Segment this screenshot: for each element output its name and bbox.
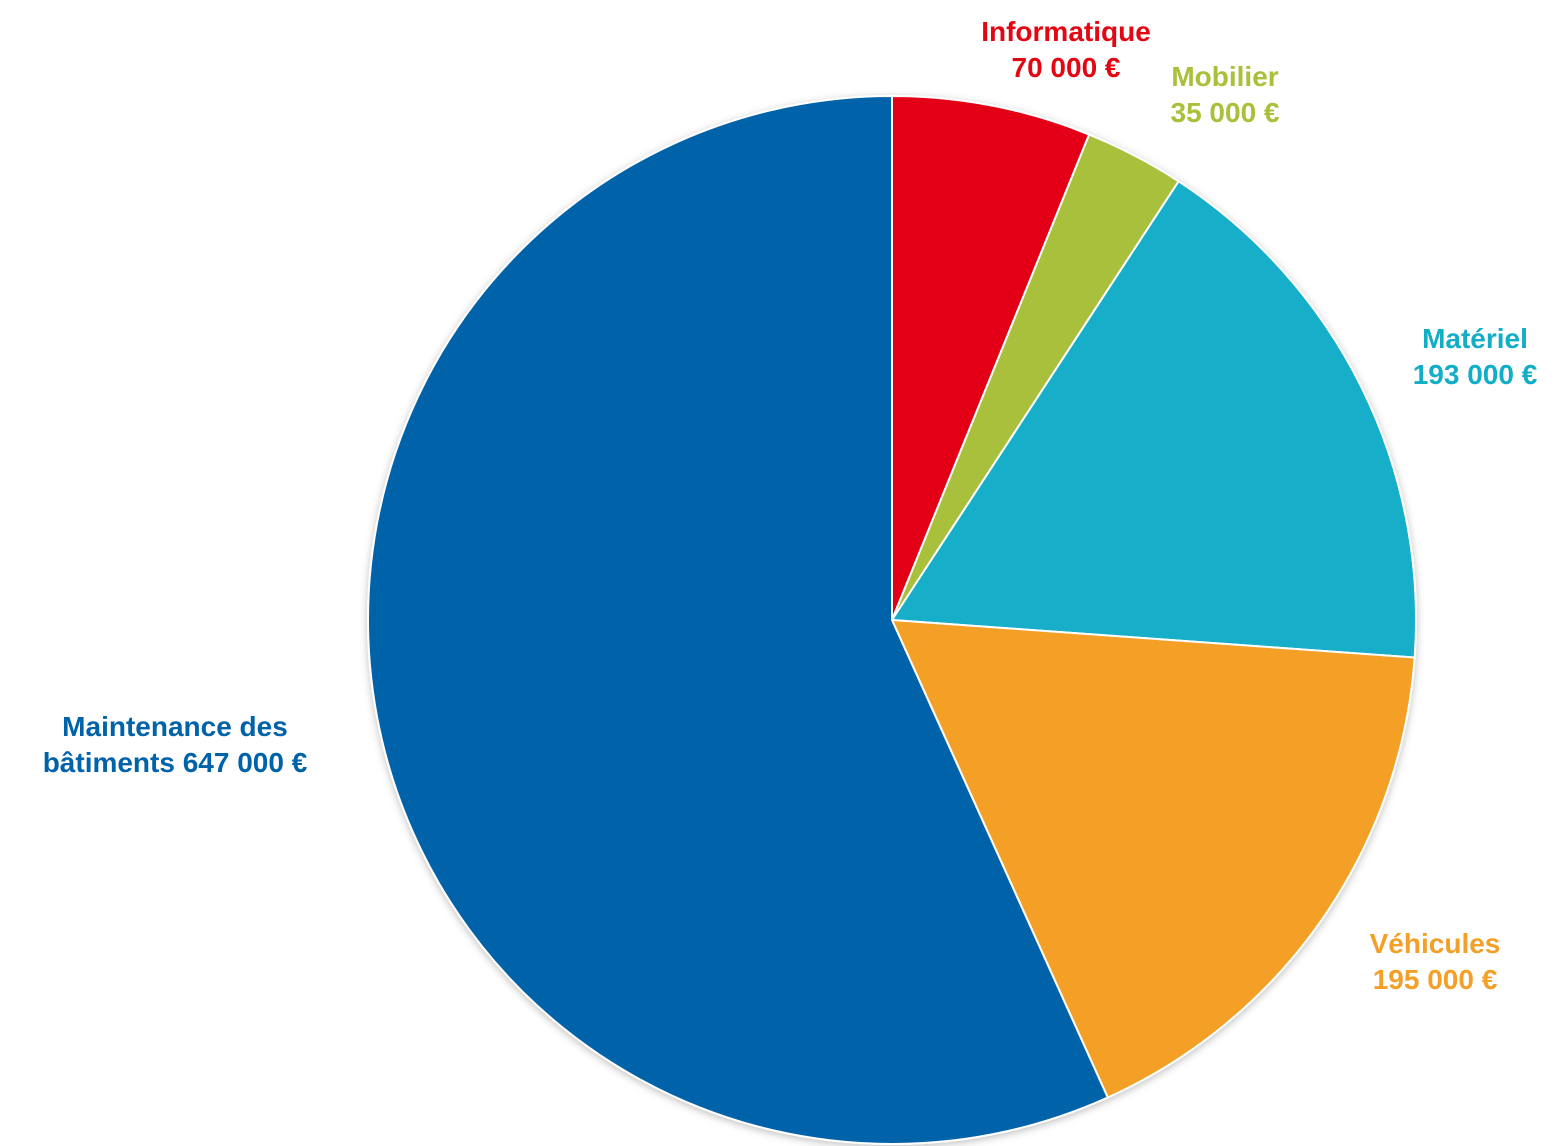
value-label: 647 000 € [182, 747, 308, 778]
value-label: 195 000 € [1372, 964, 1498, 995]
slice-label: Mobilier 35 000 € [1171, 59, 1280, 131]
pie-slice [890, 179, 1418, 659]
slice-label: Véhicules 195 000 € [1370, 926, 1501, 998]
pie-slice [890, 618, 1416, 1099]
category-label: Informatique [981, 16, 1151, 47]
value-label: 193 000 € [1412, 359, 1538, 390]
category-label: Véhicules [1369, 928, 1501, 959]
pie-slice [367, 94, 1110, 1145]
category-label: Matériel [1422, 323, 1528, 354]
slice-label: Maintenance des bâtiments 647 000 € [10, 709, 340, 781]
value-label: 70 000 € [1011, 52, 1121, 83]
value-label: 35 000 € [1170, 97, 1280, 128]
pie-slice [891, 94, 1091, 621]
category-label: Mobilier [1171, 61, 1279, 92]
slice-label: Informatique 70 000 € [981, 14, 1151, 86]
pie [367, 94, 1418, 1145]
slice-label: Matériel 193 000 € [1413, 321, 1538, 393]
category-label: Maintenance des bâtiments [42, 711, 288, 778]
